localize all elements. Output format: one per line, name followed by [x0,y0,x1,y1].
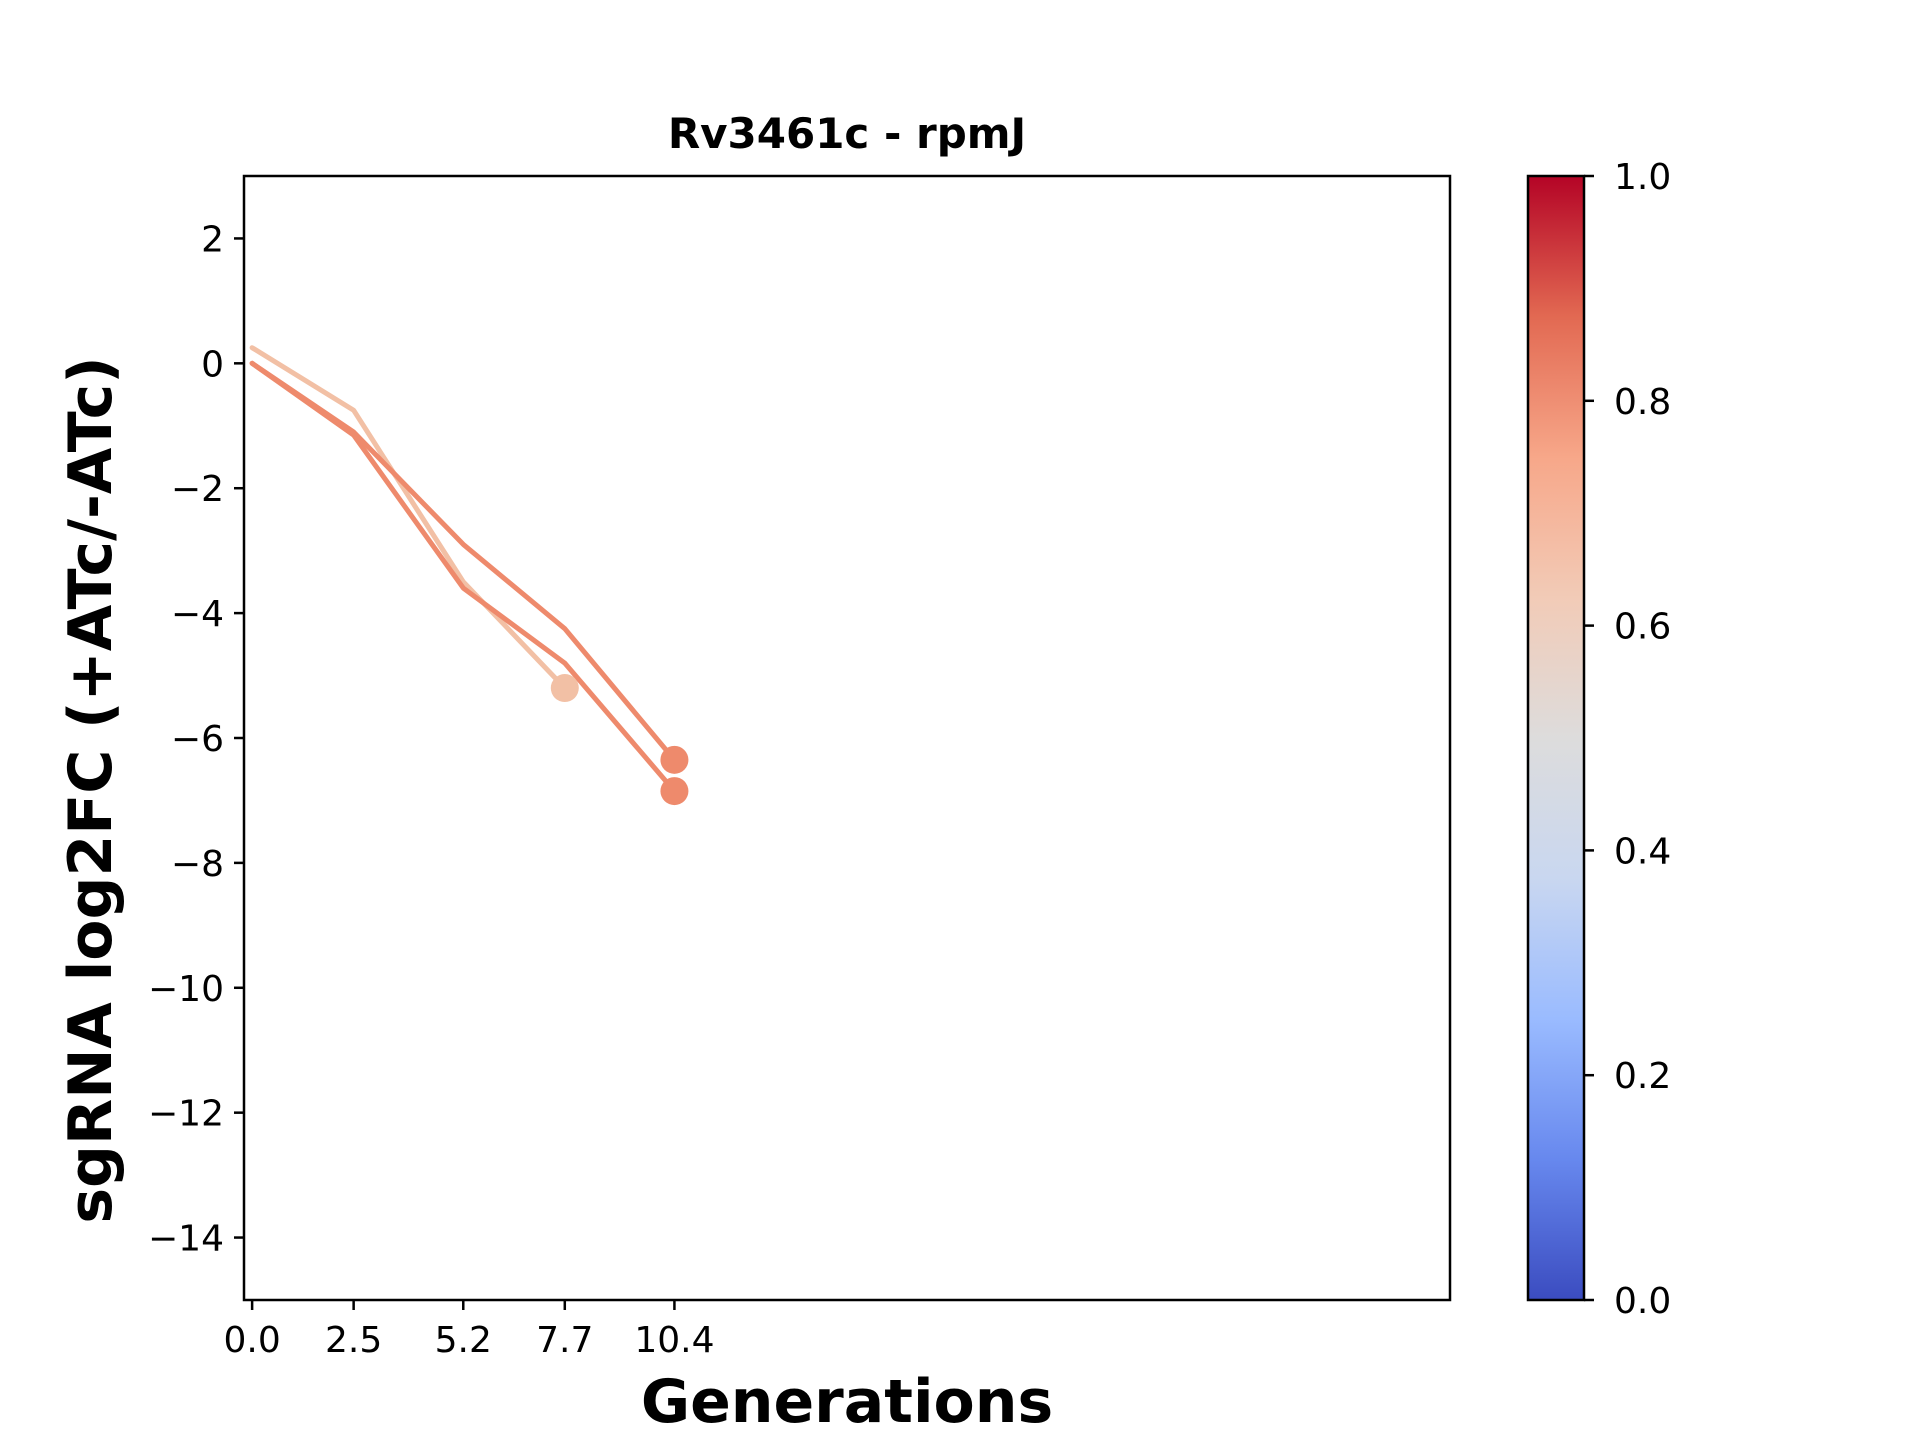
colorbar-frame [1526,174,1586,1302]
colorbar: 0.0 0.2 0.4 0.6 0.8 1.0 [1526,157,1671,1322]
series-endpoint-2 [660,777,689,806]
colorbar-tick-label: 0.0 [1614,1281,1671,1322]
x-axis-title: Generations [641,1367,1053,1437]
y-tick-label: −8 [171,844,224,885]
series-line-2 [249,360,677,794]
chart-title: Rv3461c - rpmJ [668,109,1026,158]
plot-frame [242,174,1452,1302]
y-tick-label: −14 [148,1219,224,1260]
series-endpoint-0 [550,674,579,703]
y-tick-label: −6 [171,719,224,760]
colorbar-tick-label: 0.2 [1614,1056,1671,1097]
series-line-0 [249,345,568,691]
colorbar-gradient [1528,176,1584,1300]
y-tick-label: 0 [201,344,224,385]
y-tick-label: −2 [171,469,224,510]
colorbar-tick-label: 0.8 [1614,382,1671,423]
y-tick-label: −12 [148,1094,224,1135]
x-tick-label: 0.0 [223,1320,280,1361]
x-tick-label: 5.2 [435,1320,492,1361]
plot-area: 0.0 2.5 5.2 7.7 10.4 2 0 −2 −4 −6 −8 −10 −12 −14 [148,174,1452,1361]
y-tick-label: 2 [201,219,224,260]
y-tick-label: −4 [171,594,224,635]
x-tick-label: 2.5 [325,1320,382,1361]
series-line-1 [249,360,677,763]
colorbar-tick-label: 0.4 [1614,831,1671,872]
x-tick-label: 7.7 [536,1320,593,1361]
series-endpoint-1 [660,745,689,774]
x-tick-label: 10.4 [634,1320,714,1361]
colorbar-tick-label: 0.6 [1614,607,1671,648]
colorbar-tick-label: 1.0 [1614,157,1671,198]
y-tick-label: −10 [148,969,224,1010]
y-axis-title: sgRNA log2FC (+ATc/-ATc) [56,356,126,1223]
